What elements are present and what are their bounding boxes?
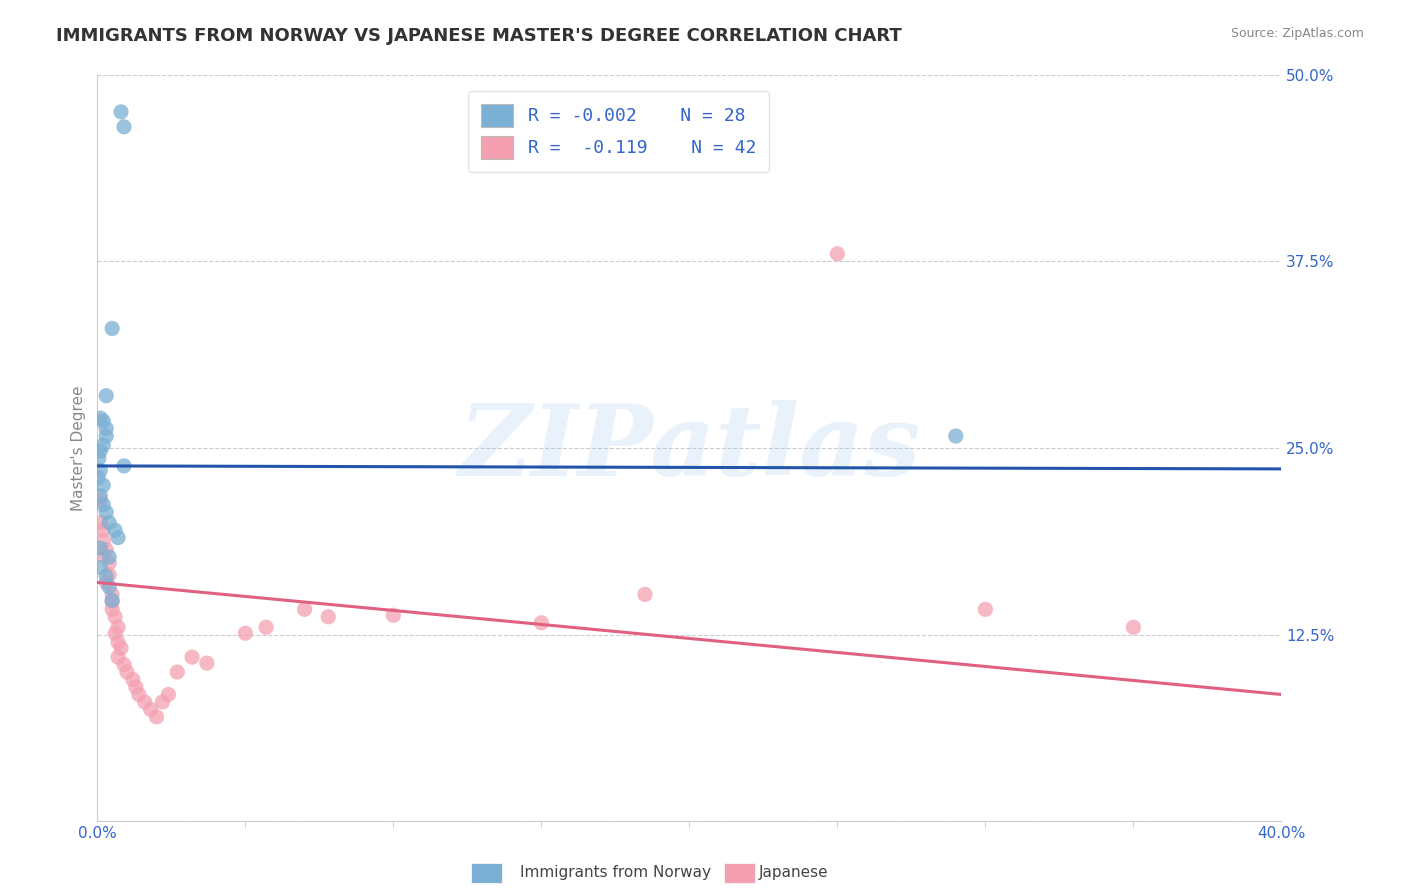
Point [101,595,124,609]
Point [91,549,114,563]
Point [107,635,129,649]
Text: Japanese: Japanese [759,865,830,880]
Point [128,688,150,702]
Point [112,458,135,473]
Y-axis label: Master's Degree: Master's Degree [72,385,86,511]
Point [101,593,124,607]
Point [96,569,118,583]
Point [91,438,114,452]
Point [122,673,145,687]
Text: IMMIGRANTS FROM NORWAY VS JAPANESE MASTER'S DEGREE CORRELATION CHART: IMMIGRANTS FROM NORWAY VS JAPANESE MASTE… [56,27,903,45]
Point [115,665,138,679]
Point [98,549,121,564]
Point [98,556,121,570]
Point [316,609,339,624]
Point [89,411,111,425]
Point [294,602,316,616]
Point [91,478,114,492]
Legend: R = -0.002    N = 28, R =  -0.119    N = 42: R = -0.002 N = 28, R = -0.119 N = 42 [468,91,769,172]
Point [98,568,121,582]
Point [112,120,135,134]
Point [96,542,118,557]
Point [87,451,110,466]
Point [530,615,553,630]
Point [139,702,162,716]
Point [1122,620,1144,634]
Point [181,650,204,665]
Point [195,656,218,670]
Point [98,516,121,530]
Point [634,587,657,601]
Point [945,429,967,443]
Point [89,489,111,503]
Point [91,498,114,512]
Point [96,421,118,435]
Point [89,493,111,508]
Point [89,541,111,555]
Point [110,641,132,656]
Point [96,429,118,443]
Point [145,710,167,724]
Point [157,688,180,702]
Point [112,657,135,672]
Point [91,414,114,428]
Point [134,695,156,709]
Point [104,626,127,640]
Point [91,533,114,548]
Point [107,620,129,634]
Point [101,587,124,601]
Point [152,695,174,709]
Point [827,247,849,261]
Point [107,650,129,665]
Point [89,560,111,574]
Point [104,523,127,537]
Point [166,665,188,679]
Point [235,626,257,640]
Point [89,444,111,458]
Point [96,505,118,519]
Point [254,620,277,634]
Text: Immigrants from Norway: Immigrants from Norway [520,865,711,880]
Point [96,575,118,590]
Point [382,608,405,623]
Point [107,531,129,545]
Point [104,609,127,624]
Point [89,463,111,477]
Point [101,602,124,616]
Point [98,580,121,594]
Point [125,680,148,694]
Point [974,602,997,616]
Point [89,516,111,530]
Point [101,321,124,335]
Point [96,389,118,403]
Point [87,471,110,485]
Text: Source: ZipAtlas.com: Source: ZipAtlas.com [1230,27,1364,40]
Text: ZIPatlas: ZIPatlas [458,400,921,496]
Point [110,104,132,119]
Point [91,523,114,537]
